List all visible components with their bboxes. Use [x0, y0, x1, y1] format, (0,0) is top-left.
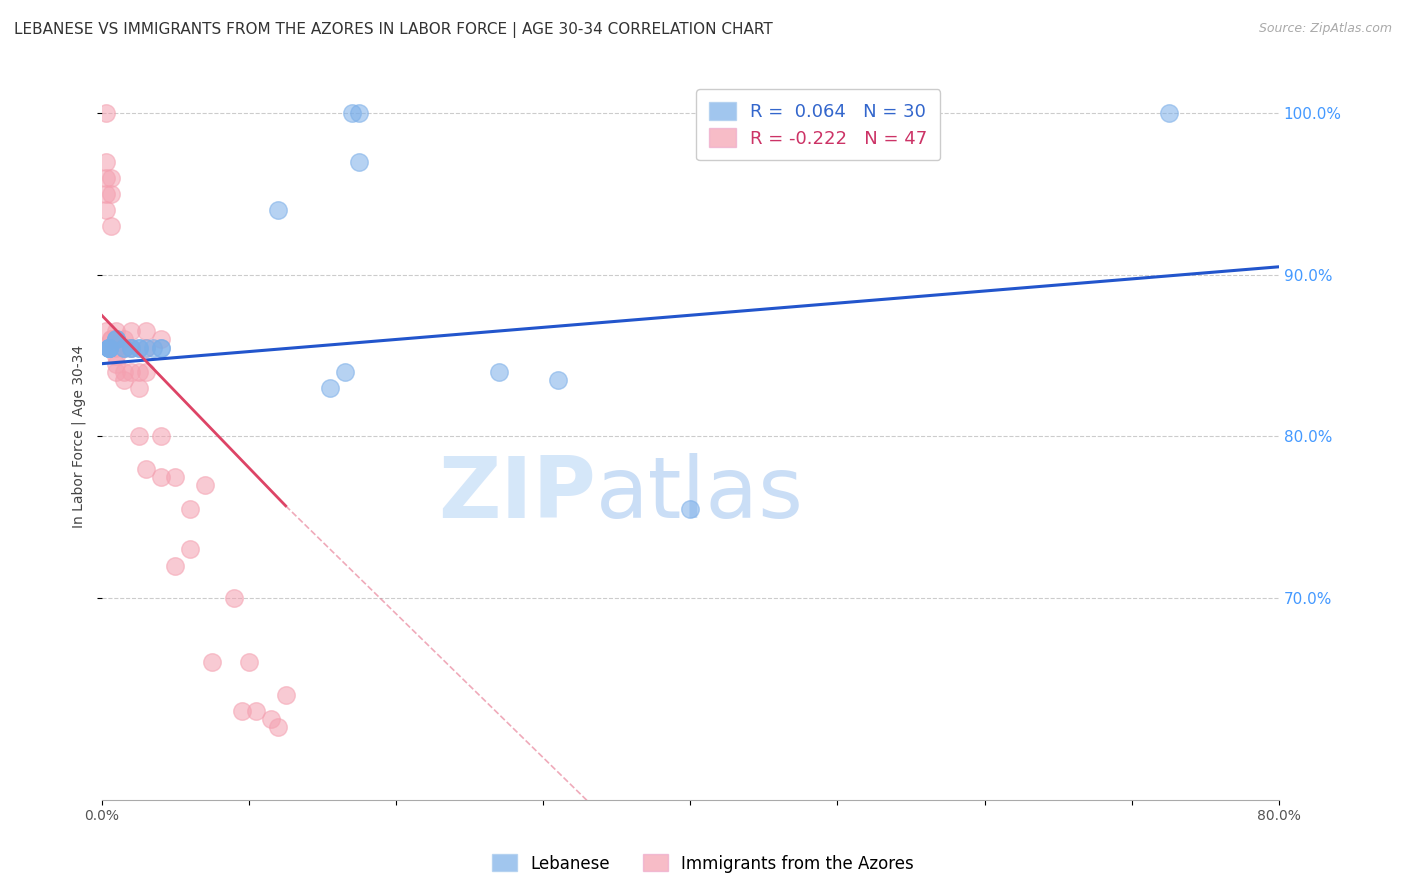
Point: [105, 333, 128, 347]
Point: [94, 187, 117, 202]
Text: LEBANESE VS IMMIGRANTS FROM THE AZORES IN LABOR FORCE | AGE 30-34 CORRELATION CH: LEBANESE VS IMMIGRANTS FROM THE AZORES I…: [14, 22, 773, 38]
Point: [260, 712, 283, 726]
Point: [105, 333, 128, 347]
Point: [98, 341, 121, 355]
Point: [105, 333, 128, 347]
Y-axis label: In Labor Force | Age 30-34: In Labor Force | Age 30-34: [72, 345, 86, 528]
Point: [100, 219, 122, 234]
Point: [94, 154, 117, 169]
Point: [105, 341, 128, 355]
Text: ZIP: ZIP: [439, 453, 596, 536]
Point: [319, 381, 342, 395]
Point: [94, 106, 117, 120]
Point: [98, 341, 121, 355]
Point: [98, 341, 121, 355]
Point: [679, 502, 702, 516]
Point: [179, 502, 201, 516]
Point: [128, 365, 150, 379]
Point: [274, 688, 297, 702]
Point: [165, 469, 187, 483]
Legend: R =  0.064   N = 30, R = -0.222   N = 47: R = 0.064 N = 30, R = -0.222 N = 47: [696, 89, 941, 161]
Point: [105, 333, 128, 347]
Point: [112, 341, 135, 355]
Point: [120, 365, 142, 379]
Text: Source: ZipAtlas.com: Source: ZipAtlas.com: [1258, 22, 1392, 36]
Point: [149, 429, 172, 443]
Point: [194, 478, 217, 492]
Point: [488, 365, 510, 379]
Point: [179, 542, 201, 557]
Point: [98, 341, 121, 355]
Point: [149, 469, 172, 483]
Legend: Lebanese, Immigrants from the Azores: Lebanese, Immigrants from the Azores: [485, 847, 921, 880]
Point: [547, 373, 569, 387]
Point: [333, 365, 356, 379]
Point: [100, 187, 122, 202]
Point: [149, 341, 172, 355]
Point: [105, 365, 128, 379]
Point: [347, 154, 370, 169]
Point: [120, 341, 142, 355]
Point: [98, 341, 121, 355]
Point: [128, 341, 150, 355]
Point: [135, 341, 157, 355]
Point: [135, 365, 157, 379]
Point: [112, 341, 135, 355]
Point: [105, 357, 128, 371]
Point: [224, 591, 246, 605]
Point: [149, 333, 172, 347]
Point: [128, 381, 150, 395]
Point: [267, 203, 290, 218]
Point: [100, 333, 122, 347]
Point: [165, 558, 187, 573]
Point: [238, 656, 260, 670]
Point: [1157, 106, 1180, 120]
Point: [105, 349, 128, 363]
Point: [120, 341, 142, 355]
Point: [112, 341, 135, 355]
Point: [128, 341, 150, 355]
Point: [98, 341, 121, 355]
Point: [120, 341, 142, 355]
Point: [201, 656, 224, 670]
Point: [135, 325, 157, 339]
Point: [94, 171, 117, 186]
Point: [231, 704, 253, 718]
Point: [105, 325, 128, 339]
Point: [120, 325, 142, 339]
Point: [340, 106, 363, 120]
Point: [267, 720, 290, 734]
Point: [112, 333, 135, 347]
Point: [100, 171, 122, 186]
Point: [112, 365, 135, 379]
Point: [94, 325, 117, 339]
Point: [142, 341, 165, 355]
Point: [100, 333, 122, 347]
Point: [98, 341, 121, 355]
Point: [128, 429, 150, 443]
Point: [112, 373, 135, 387]
Text: atlas: atlas: [596, 453, 804, 536]
Point: [245, 704, 267, 718]
Point: [135, 461, 157, 475]
Point: [347, 106, 370, 120]
Point: [149, 341, 172, 355]
Point: [135, 341, 157, 355]
Point: [94, 203, 117, 218]
